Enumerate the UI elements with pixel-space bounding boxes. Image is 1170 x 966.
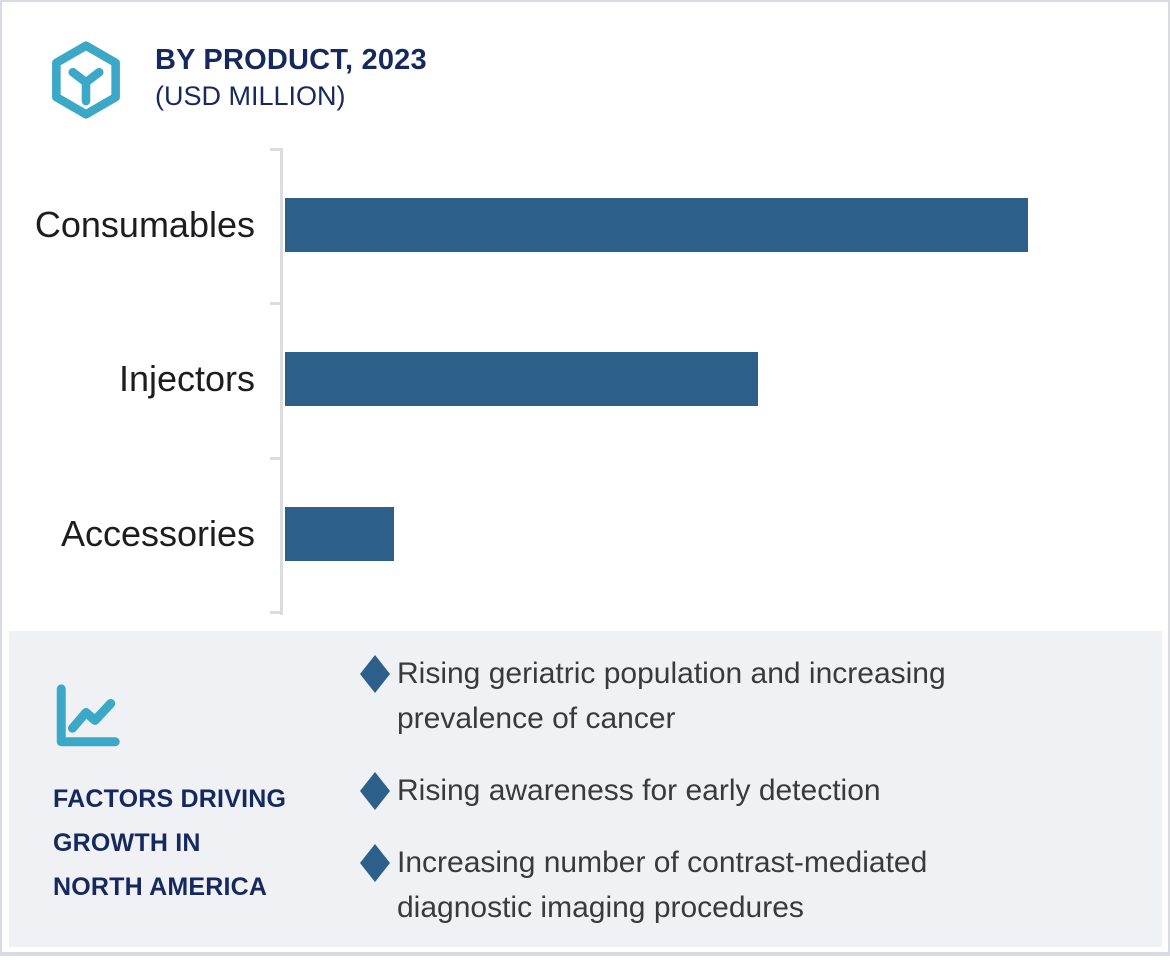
category-label: Consumables xyxy=(34,204,255,245)
factors-heading: FACTORS DRIVING GROWTH IN NORTH AMERICA xyxy=(53,777,286,909)
factor-bullet: Increasing number of contrast-mediated d… xyxy=(360,840,1060,930)
chart-title: BY PRODUCT, 2023 xyxy=(155,44,427,76)
diamond-bullet-icon xyxy=(360,844,390,882)
category-label: Injectors xyxy=(118,358,255,400)
y-axis-tick xyxy=(270,611,280,614)
chart-row-injectors: Injectors xyxy=(2,302,1168,456)
line-chart-icon xyxy=(56,684,120,747)
factor-bullet-text: Rising awareness for early detection xyxy=(397,774,881,807)
category-label: Accessories xyxy=(60,512,255,554)
bar-accessories xyxy=(285,506,394,561)
y-axis-tick xyxy=(270,148,280,151)
factors-heading-line: NORTH AMERICA xyxy=(53,873,268,901)
chart-subtitle: (USD MILLION) xyxy=(155,81,346,111)
factor-bullet: Rising geriatric population and increasi… xyxy=(360,651,1060,741)
factors-panel: FACTORS DRIVING GROWTH IN NORTH AMERICA Ri… xyxy=(9,631,1162,947)
factors-heading-line: FACTORS DRIVING xyxy=(53,785,287,813)
bar-injectors xyxy=(285,352,758,407)
factor-bullet: Rising awareness for early detection xyxy=(360,768,1060,813)
y-axis-tick xyxy=(270,302,280,305)
factor-bullet-text: Increasing number of contrast-mediated d… xyxy=(397,846,928,924)
bar-chart: Consumables Injectors Accessories xyxy=(2,148,1168,615)
y-axis-line xyxy=(280,148,283,615)
chart-row-accessories: Accessories xyxy=(2,457,1168,611)
factors-heading-line: GROWTH IN xyxy=(53,829,201,857)
hexagon-cube-icon xyxy=(52,41,120,119)
y-axis-tick xyxy=(270,457,280,460)
bar-consumables xyxy=(285,198,1028,252)
diamond-bullet-icon xyxy=(360,772,390,810)
diamond-bullet-icon xyxy=(360,655,390,693)
chart-title-block: BY PRODUCT, 2023 (USD MILLION) xyxy=(155,42,427,114)
chart-row-consumables: Consumables xyxy=(2,148,1168,302)
factors-bullet-list: Rising geriatric population and increasi… xyxy=(360,651,1060,930)
factor-bullet-text: Rising geriatric population and increasi… xyxy=(397,657,946,735)
